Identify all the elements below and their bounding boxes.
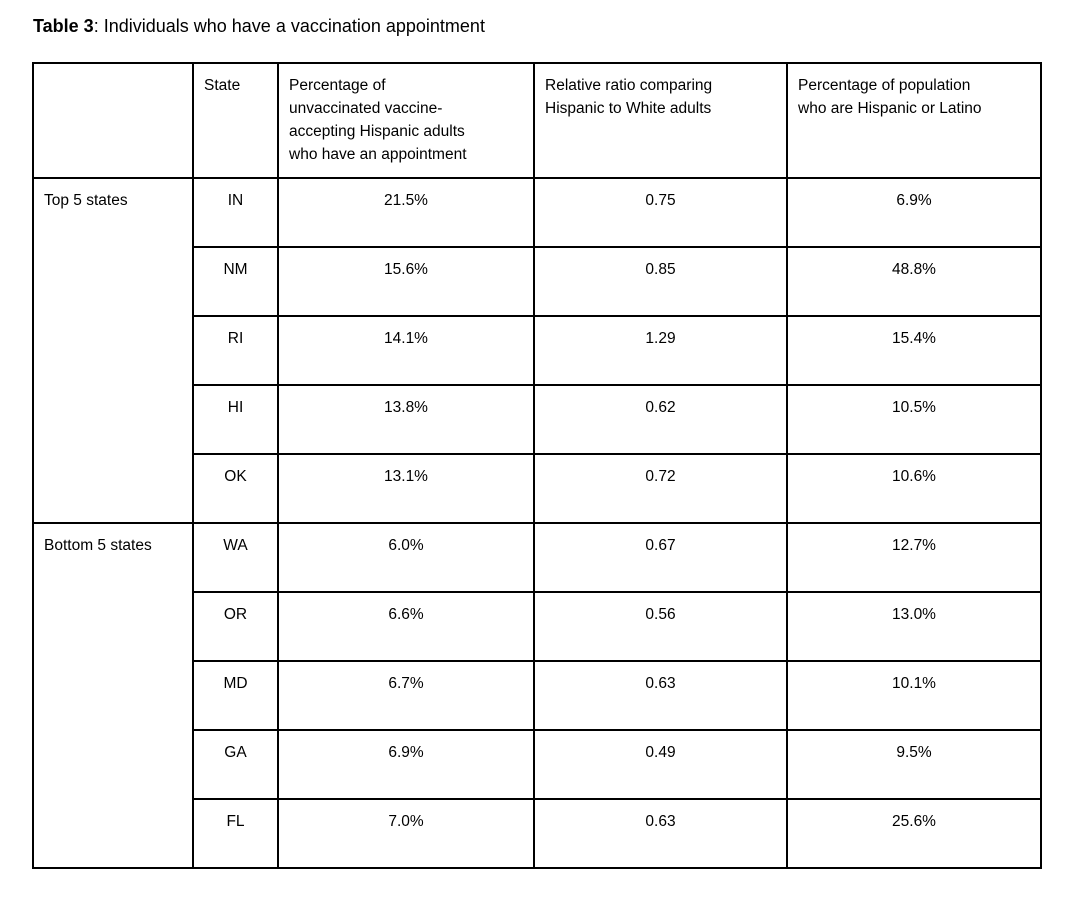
table-number-label: Table 3 [33, 16, 94, 36]
pct-hispanic-cell: 10.5% [786, 384, 1042, 455]
relative-ratio-cell: 1.29 [533, 315, 788, 386]
table-row: Top 5 states IN 21.5% 0.75 6.9% [32, 177, 1042, 524]
header-pct-hispanic: Percentage of population who are Hispani… [786, 62, 1042, 179]
table-row: FL 7.0% 0.63 25.6% [33, 798, 1042, 869]
pct-hispanic-cell: 6.9% [786, 177, 1042, 248]
pct-appointment-cell: 13.8% [277, 384, 535, 455]
relative-ratio-cell: 0.56 [533, 591, 788, 662]
table-header-row: State Percentage of unvaccinated vaccine… [32, 62, 1042, 179]
state-cell: OK [192, 453, 279, 524]
pct-hispanic-cell: 12.7% [786, 522, 1042, 593]
pct-hispanic-cell: 15.4% [786, 315, 1042, 386]
relative-ratio-cell: 0.49 [533, 729, 788, 800]
pct-appointment-cell: 21.5% [277, 177, 535, 248]
relative-ratio-cell: 0.75 [533, 177, 788, 248]
pct-hispanic-cell: 10.6% [786, 453, 1042, 524]
state-cell: OR [192, 591, 279, 662]
state-cell: MD [192, 660, 279, 731]
state-cell: IN [192, 177, 279, 248]
pct-appointment-cell: 15.6% [277, 246, 535, 317]
state-cell: NM [192, 246, 279, 317]
group-label-bottom5: Bottom 5 states [32, 522, 194, 869]
group-label-top5: Top 5 states [32, 177, 194, 524]
table-row: OR 6.6% 0.56 13.0% [33, 591, 1042, 662]
pct-appointment-cell: 6.9% [277, 729, 535, 800]
table-row: HI 13.8% 0.62 10.5% [33, 384, 1042, 455]
pct-hispanic-cell: 25.6% [786, 798, 1042, 869]
relative-ratio-cell: 0.62 [533, 384, 788, 455]
state-cell: HI [192, 384, 279, 455]
table-row: Bottom 5 states WA 6.0% 0.67 12.7% [32, 522, 1042, 869]
state-cell: WA [192, 522, 279, 593]
table-row: OK 13.1% 0.72 10.6% [33, 453, 1042, 524]
pct-hispanic-cell: 10.1% [786, 660, 1042, 731]
pct-appointment-cell: 7.0% [277, 798, 535, 869]
state-cell: RI [192, 315, 279, 386]
pct-hispanic-cell: 48.8% [786, 246, 1042, 317]
header-pct-appointment: Percentage of unvaccinated vaccine- acce… [277, 62, 535, 179]
header-relative-ratio: Relative ratio comparing Hispanic to Whi… [533, 62, 788, 179]
pct-appointment-cell: 6.6% [277, 591, 535, 662]
header-group-blank [32, 62, 194, 179]
table-row: MD 6.7% 0.63 10.1% [33, 660, 1042, 731]
pct-appointment-cell: 6.7% [277, 660, 535, 731]
relative-ratio-cell: 0.67 [533, 522, 788, 593]
table-row: NM 15.6% 0.85 48.8% [33, 246, 1042, 317]
page-title: Table 3: Individuals who have a vaccinat… [33, 14, 485, 38]
state-cell: GA [192, 729, 279, 800]
table-title-text: : Individuals who have a vaccination app… [93, 16, 485, 36]
vaccination-appointment-table: State Percentage of unvaccinated vaccine… [32, 62, 1042, 869]
state-cell: FL [192, 798, 279, 869]
pct-appointment-cell: 6.0% [277, 522, 535, 593]
pct-appointment-cell: 13.1% [277, 453, 535, 524]
relative-ratio-cell: 0.63 [533, 660, 788, 731]
header-state: State [192, 62, 279, 179]
pct-appointment-cell: 14.1% [277, 315, 535, 386]
pct-hispanic-cell: 9.5% [786, 729, 1042, 800]
table-row: GA 6.9% 0.49 9.5% [33, 729, 1042, 800]
table-row: RI 14.1% 1.29 15.4% [33, 315, 1042, 386]
relative-ratio-cell: 0.63 [533, 798, 788, 869]
relative-ratio-cell: 0.72 [533, 453, 788, 524]
pct-hispanic-cell: 13.0% [786, 591, 1042, 662]
relative-ratio-cell: 0.85 [533, 246, 788, 317]
